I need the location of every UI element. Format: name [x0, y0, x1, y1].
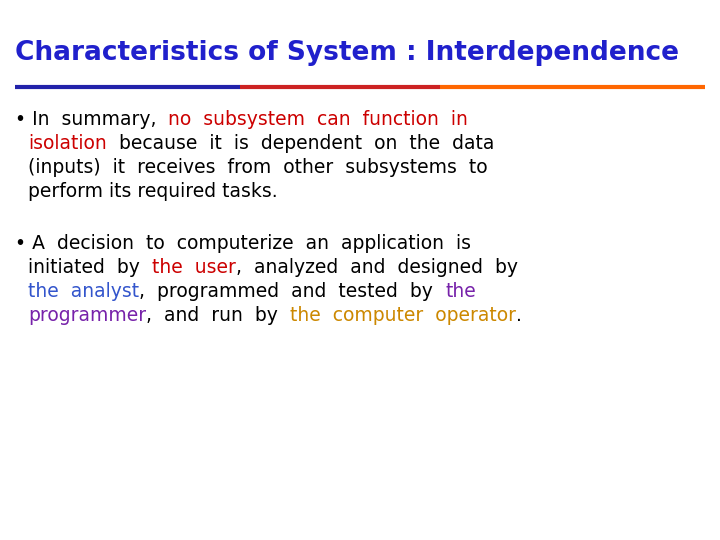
- Text: the: the: [445, 282, 476, 301]
- Text: programmer: programmer: [28, 306, 146, 325]
- Text: isolation: isolation: [28, 134, 107, 153]
- Text: ,  analyzed  and  designed  by: , analyzed and designed by: [235, 258, 518, 277]
- Text: no  subsystem  can  function  in: no subsystem can function in: [168, 110, 469, 129]
- Text: ,  and  run  by: , and run by: [146, 306, 290, 325]
- Text: initiated  by: initiated by: [28, 258, 152, 277]
- Text: because  it  is  dependent  on  the  data: because it is dependent on the data: [107, 134, 494, 153]
- Text: .: .: [516, 306, 522, 325]
- Text: ,  programmed  and  tested  by: , programmed and tested by: [139, 282, 445, 301]
- Text: • In  summary,: • In summary,: [15, 110, 168, 129]
- Text: perform its required tasks.: perform its required tasks.: [28, 182, 278, 201]
- Text: Characteristics of System : Interdependence: Characteristics of System : Interdepende…: [15, 40, 679, 66]
- Text: the  computer  operator: the computer operator: [290, 306, 516, 325]
- Text: the  analyst: the analyst: [28, 282, 139, 301]
- Text: (inputs)  it  receives  from  other  subsystems  to: (inputs) it receives from other subsyste…: [28, 158, 487, 177]
- Text: • A  decision  to  computerize  an  application  is: • A decision to computerize an applicati…: [15, 234, 471, 253]
- Text: the  user: the user: [152, 258, 235, 277]
